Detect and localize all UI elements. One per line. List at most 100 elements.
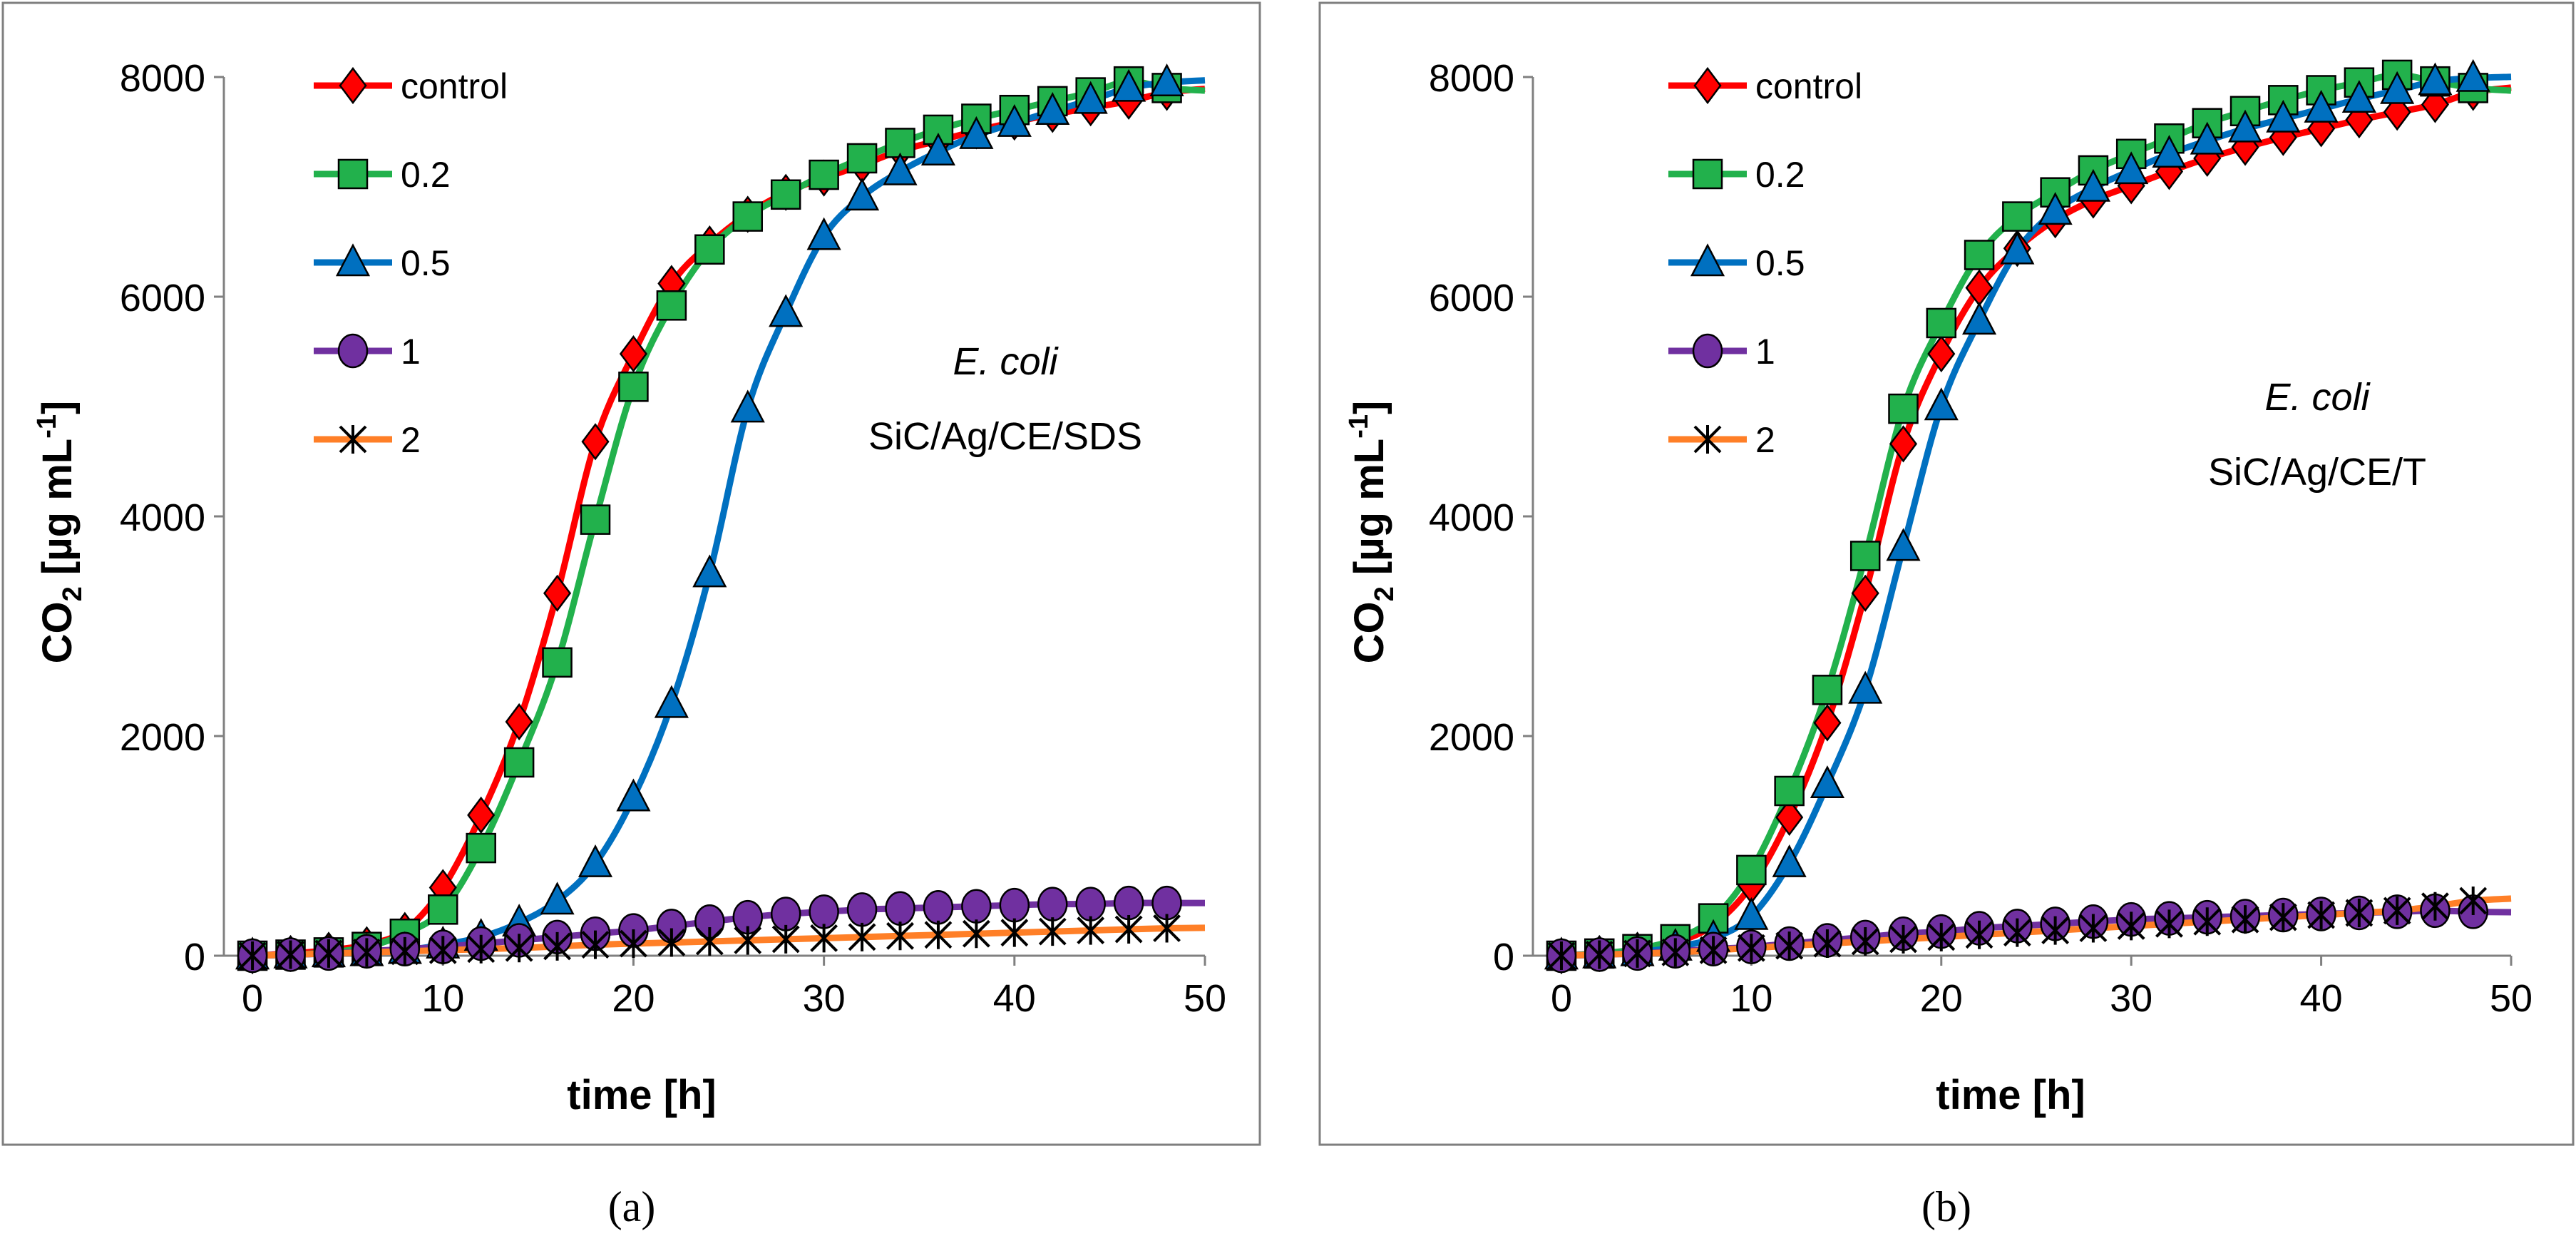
- panel-b-caption: (b): [1921, 1183, 1971, 1230]
- panel-a-data-point-2: [810, 924, 838, 953]
- panel-b-data-point-2: [2459, 887, 2488, 915]
- panel-a-data-point-0.2: [466, 832, 496, 864]
- panel-b-x-tick-label: 20: [1920, 977, 1963, 1020]
- panel-a-data-point-control: [619, 334, 648, 373]
- panel-b-data-point-2: [2079, 914, 2108, 943]
- panel-b-data-point-0.2: [1774, 775, 1805, 807]
- panel-a-data-point-2: [238, 941, 267, 970]
- panel-b-data-point-2: [2155, 909, 2183, 939]
- panel-a-data-point-0.2: [618, 372, 649, 402]
- panel-a-legend-marker-1: [337, 333, 369, 369]
- panel-b-data-point-control: [1851, 574, 1879, 612]
- panel-b-data-point-0.5: [2304, 89, 2339, 123]
- panel-a-legend-marker-0.5: [335, 243, 371, 277]
- panel-a-data-point-0.5: [654, 685, 689, 718]
- panel-a-data-point-2: [848, 922, 876, 951]
- panel-b-y-tick-label: 8000: [1429, 57, 1514, 100]
- panel-b-legend-marker-2: [1693, 425, 1722, 454]
- panel-a-data-point-0.5: [1073, 81, 1108, 114]
- panel-b-data-point-0.5: [2227, 109, 2263, 143]
- panel-b-data-point-2: [2345, 898, 2374, 927]
- panel-b-annotation-material: SiC/Ag/CE/T: [2208, 451, 2426, 494]
- panel-a-data-point-2: [543, 931, 571, 961]
- panel-b-data-point-0.5: [2456, 58, 2490, 92]
- panel-b-data-point-2: [1851, 926, 1879, 956]
- panel-b-data-point-0.5: [2190, 121, 2225, 155]
- panel-b-y-tick-label: 6000: [1429, 277, 1514, 320]
- panel-b-data-point-2: [1699, 936, 1728, 965]
- panel-a-x-tick-label: 0: [242, 977, 263, 1020]
- panel-a-data-point-1: [1113, 885, 1144, 921]
- panel-a-legend-marker-2: [339, 425, 367, 454]
- panel-a-data-point-control: [505, 703, 533, 741]
- panel-a-plot: 0 2000 4000 6000 8000 0 10 20 30 40 50 control 0.2 0.…: [120, 57, 1226, 1020]
- panel-a-data-point-2: [581, 930, 610, 959]
- panel-a-data-point-2: [886, 921, 914, 951]
- panel-a-data-point-2: [734, 926, 762, 955]
- panel-a-y-tick-label: 6000: [120, 277, 205, 320]
- panel-a-data-point-2: [391, 936, 419, 966]
- panel-b-x-axis-label: time [h]: [1936, 1072, 2085, 1118]
- panel-b-y-tick-label: 2000: [1429, 716, 1514, 759]
- panel-a-data-point-1: [885, 891, 915, 926]
- panel-a-data-point-0.5: [1112, 68, 1146, 102]
- panel-a-data-point-0.5: [959, 116, 994, 149]
- panel-a-data-point-2: [429, 936, 457, 965]
- panel-a-data-point-0.5: [997, 103, 1032, 137]
- panel-a-data-point-0.2: [428, 894, 458, 925]
- panel-a-data-point-2: [1114, 915, 1143, 944]
- panel-b-legend-marker-0.5: [1690, 243, 1725, 277]
- panel-a-caption: (a): [608, 1183, 656, 1230]
- panel-a-data-point-0.5: [692, 554, 727, 588]
- panel-a-data-point-2: [352, 938, 381, 967]
- panel-b-data-point-0.5: [2341, 80, 2376, 113]
- panel-a-data-point-0.2: [846, 143, 878, 174]
- panel-b-plot: 0 2000 4000 6000 8000 0 10 20 30 40 50 control 0.2 0.…: [1429, 57, 2533, 1020]
- panel-a-y-tick-label: 4000: [120, 496, 205, 539]
- panel-b-legend-marker-0.2: [1692, 158, 1723, 190]
- panel-b-data-point-2: [2117, 911, 2145, 941]
- panel-a-frame: [1, 1, 1261, 1146]
- panel-a-data-point-0.5: [883, 152, 918, 185]
- panel-a-x-tick-label: 30: [803, 977, 846, 1020]
- panel-b-data-point-2: [2269, 903, 2297, 932]
- panel-b-x-tick-label: 0: [1551, 977, 1572, 1020]
- panel-a-data-point-1: [846, 892, 878, 927]
- panel-a-data-point-2: [962, 919, 990, 949]
- panel-b-y-tick-label: 0: [1493, 936, 1514, 979]
- panel-b-legend-marker-control: [1693, 66, 1722, 105]
- panel-b-data-point-2: [1585, 940, 1613, 969]
- panel-b-legend-label-2: 2: [1755, 420, 1775, 460]
- panel-a-data-point-2: [657, 928, 686, 957]
- panel-a-data-point-0.5: [540, 882, 575, 915]
- panel-a-legend-marker-control: [339, 66, 367, 105]
- panel-a-legend-label-0.5: 0.5: [401, 243, 451, 283]
- panel-a-legend-marker-0.2: [337, 158, 369, 190]
- panel-b-annotation-organism: E. coli: [2264, 376, 2371, 419]
- panel-b-data-point-2: [2231, 905, 2259, 934]
- panel-a-data-point-0.5: [578, 844, 613, 877]
- panel-a-annotation-organism: E. coli: [953, 340, 1059, 383]
- panel-a-data-point-0.5: [845, 178, 880, 211]
- panel-b-data-point-0.5: [1886, 528, 1921, 561]
- panel-a-data-point-1: [1075, 887, 1106, 921]
- panel-b-data-point-2: [1623, 939, 1651, 968]
- panel-b-legend-label-1: 1: [1755, 332, 1775, 372]
- panel-b-data-point-0.2: [2002, 201, 2033, 232]
- panel-b-data-point-2: [1547, 941, 1576, 970]
- panel-a-data-point-control: [581, 423, 610, 461]
- panel-b-legend-label-0.2: 0.2: [1755, 155, 1805, 195]
- panel-a-data-point-1: [809, 894, 839, 929]
- panel-b-legend-label-control: control: [1755, 66, 1862, 106]
- panel-a-legend-label-0.2: 0.2: [401, 155, 451, 195]
- panel-b-data-point-0.5: [2266, 99, 2301, 133]
- panel-b-data-point-control: [1775, 798, 1804, 837]
- panel-a-y-tick-label: 8000: [120, 57, 205, 100]
- panel-b-data-point-0.5: [2038, 192, 2073, 225]
- panel-b-data-point-2: [1661, 938, 1690, 967]
- panel-a-data-point-1: [923, 889, 954, 925]
- panel-a-data-point-1: [1037, 887, 1068, 921]
- panel-a-legend-label-2: 2: [401, 420, 421, 460]
- panel-a-data-point-2: [1038, 917, 1067, 946]
- panel-a-y-tick-label: 0: [184, 936, 205, 979]
